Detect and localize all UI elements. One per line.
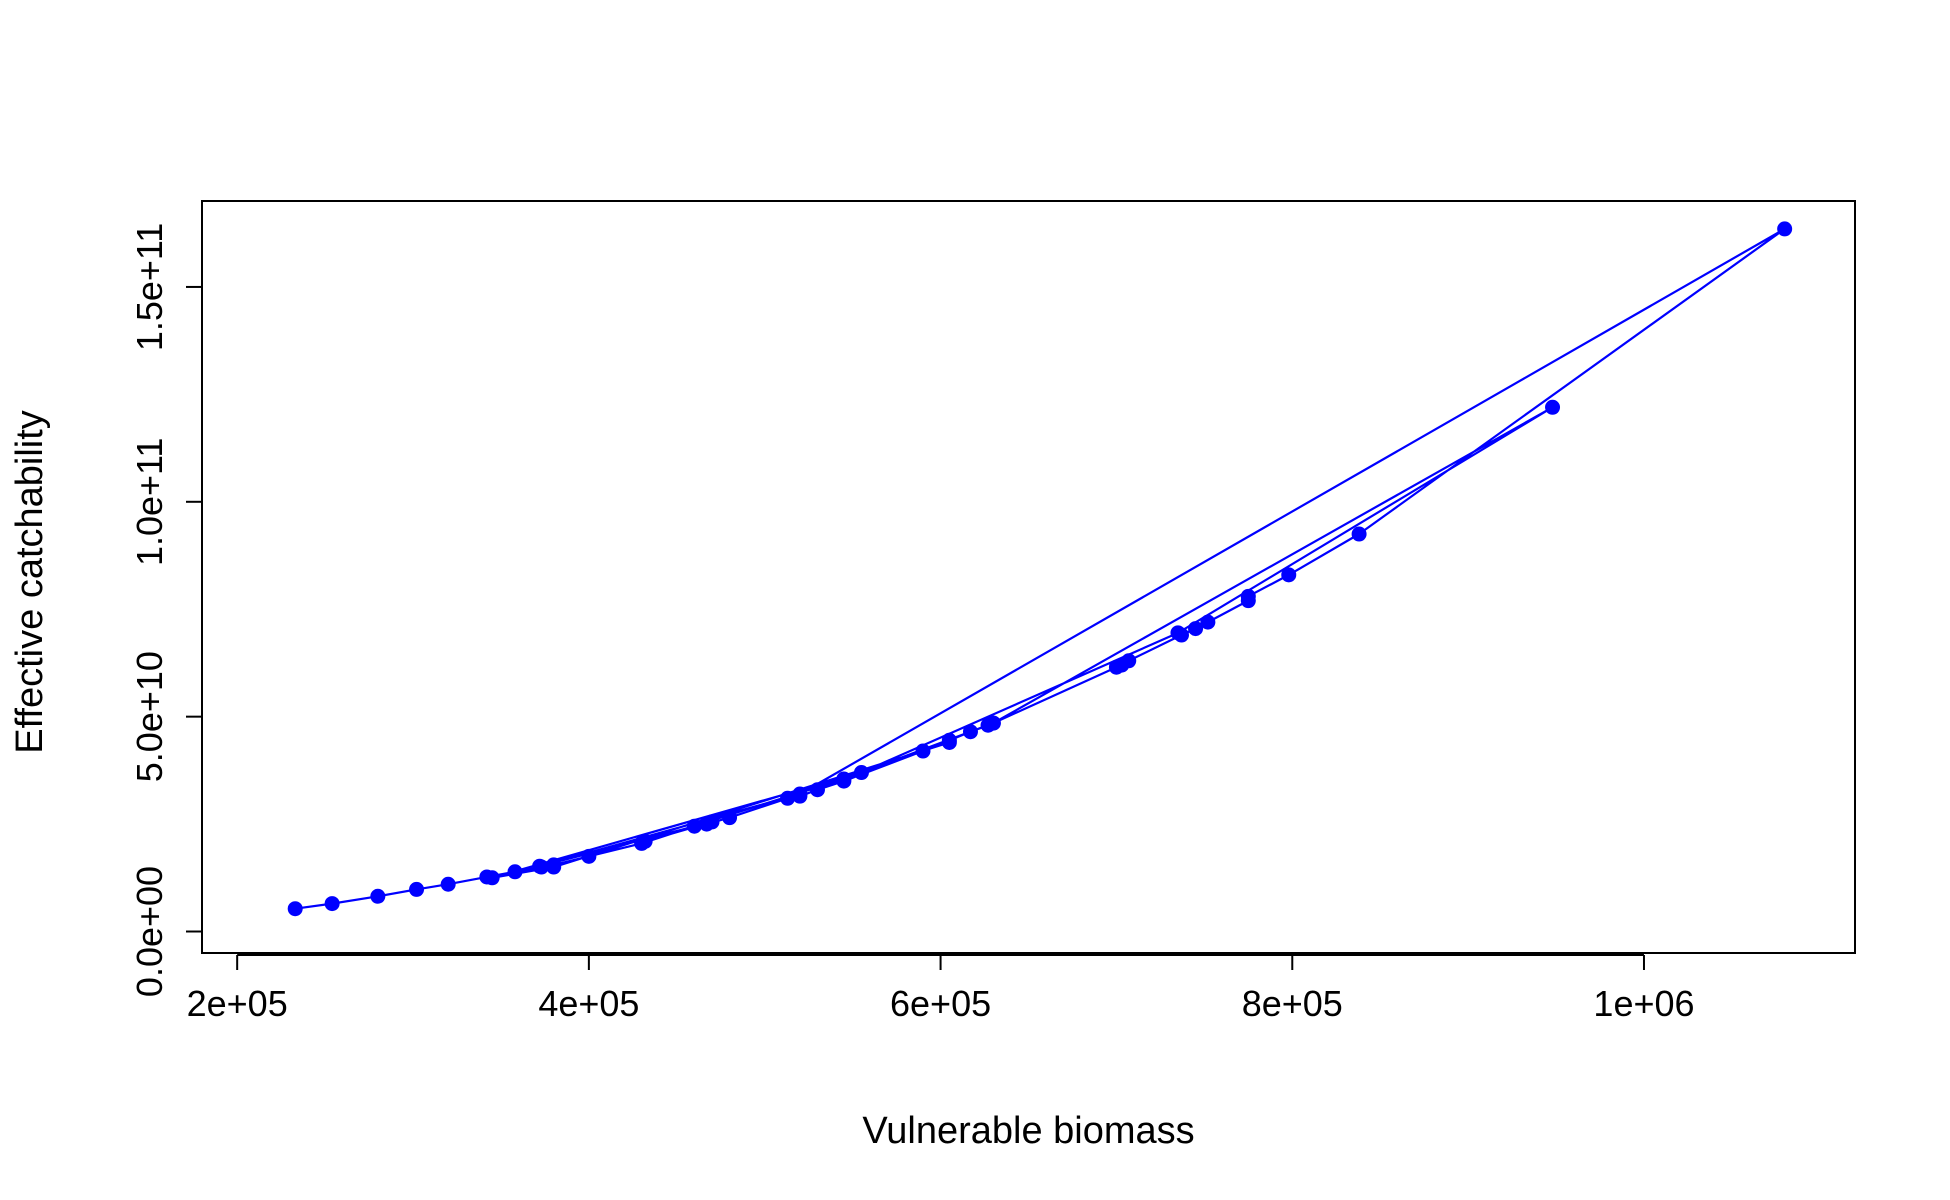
y-axis-label: Effective catchability (9, 410, 51, 754)
data-point (440, 876, 456, 892)
data-point (1170, 625, 1186, 641)
data-point (1188, 621, 1204, 637)
data-point (962, 724, 978, 740)
data-point (780, 790, 796, 806)
y-tick-label: 5.0e+10 (129, 651, 170, 782)
data-point (686, 818, 702, 834)
x-tick-label: 6e+05 (890, 983, 991, 1024)
data-point (532, 858, 548, 874)
x-tick-label: 8e+05 (1242, 983, 1343, 1024)
data-point (809, 782, 825, 798)
data-point (1281, 567, 1297, 583)
data-point (484, 870, 500, 886)
y-tick-label: 0.0e+00 (129, 866, 170, 997)
data-point (1240, 588, 1256, 604)
y-axis: 0.0e+00 5.0e+10 1.0e+11 1.5e+11 (129, 223, 203, 997)
data-point (507, 864, 523, 880)
data-point (409, 881, 425, 897)
x-tick-label: 1e+06 (1593, 983, 1694, 1024)
data-point (287, 901, 303, 917)
series-layer (287, 221, 1793, 917)
data-point (1351, 526, 1367, 542)
data-point (324, 896, 340, 912)
x-axis: 2e+05 4e+05 6e+05 8e+05 1e+06 (187, 954, 1695, 1024)
data-point (1121, 653, 1137, 669)
data-point (581, 848, 597, 864)
data-point (836, 771, 852, 787)
data-point (1200, 614, 1216, 630)
data-point (637, 833, 653, 849)
data-point (1545, 399, 1561, 415)
data-point (915, 743, 931, 759)
data-point (941, 734, 957, 750)
data-point (853, 765, 869, 781)
data-point (792, 786, 808, 802)
data-point (704, 814, 720, 830)
data-point (985, 715, 1001, 731)
x-tick-label: 2e+05 (187, 983, 288, 1024)
data-point (370, 888, 386, 904)
y-tick-label: 1.5e+11 (129, 223, 170, 351)
x-tick-label: 4e+05 (538, 983, 639, 1024)
x-axis-label: Vulnerable biomass (862, 1110, 1194, 1152)
y-tick-label: 1.0e+11 (129, 438, 170, 566)
data-point (546, 859, 562, 875)
data-point (1777, 221, 1793, 237)
data-point (722, 810, 738, 826)
